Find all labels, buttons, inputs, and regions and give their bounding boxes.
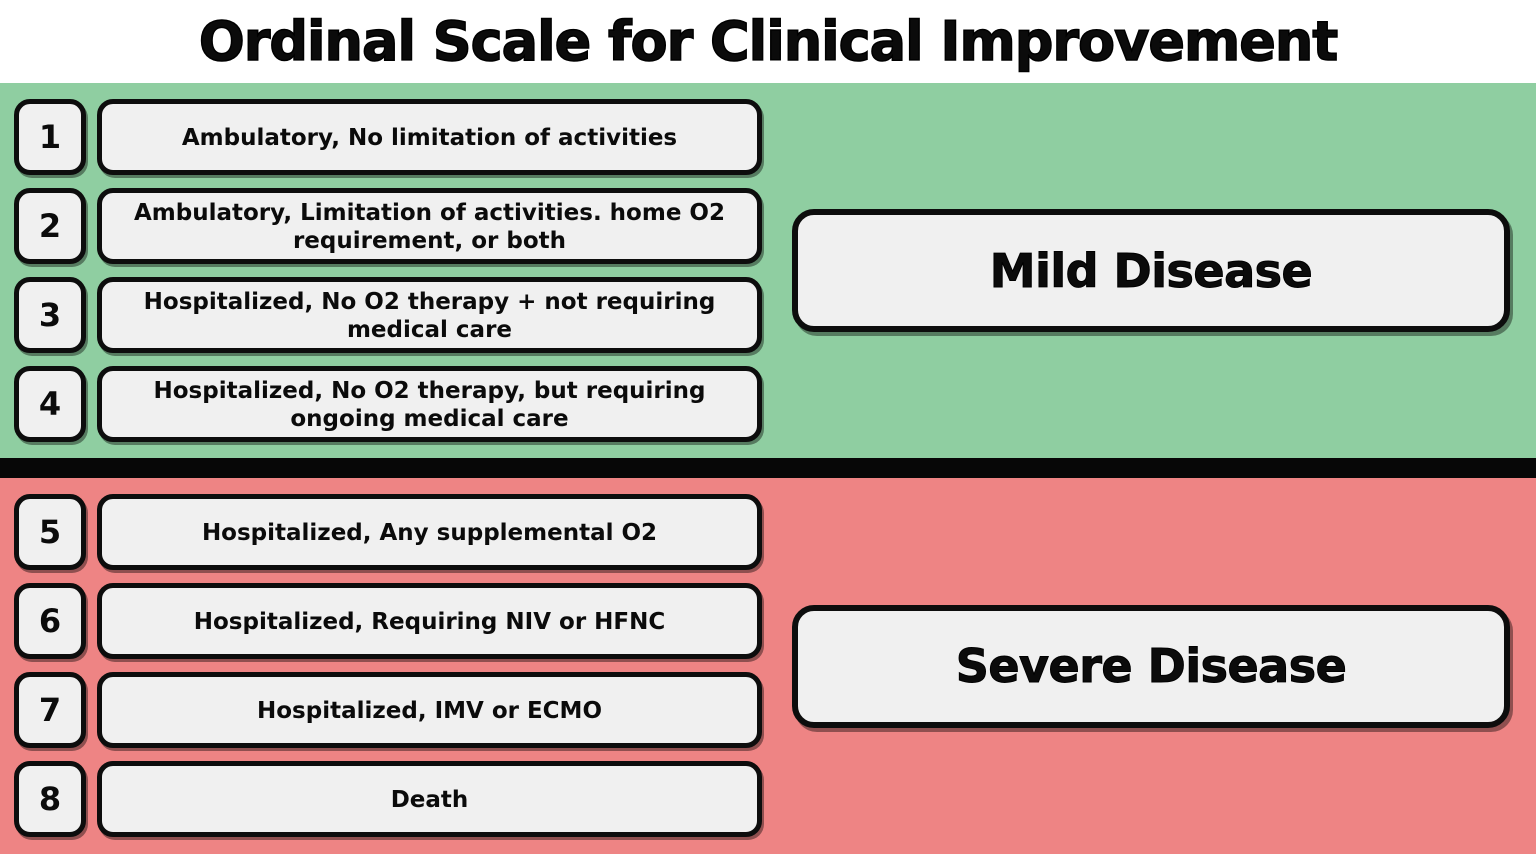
scale-number-2: 2 <box>14 188 86 264</box>
scale-description-7: Hospitalized, IMV or ECMO <box>97 672 762 748</box>
page-title: Ordinal Scale for Clinical Improvement <box>198 9 1339 74</box>
scale-description-4: Hospitalized, No O2 therapy, but requiri… <box>97 366 762 442</box>
section-divider <box>0 458 1536 478</box>
severe-disease-section: 5 Hospitalized, Any supplemental O2 6 Ho… <box>0 478 1536 854</box>
scale-description-8: Death <box>97 761 762 837</box>
mild-rows: 1 Ambulatory, No limitation of activitie… <box>0 83 762 458</box>
severe-rows: 5 Hospitalized, Any supplemental O2 6 Ho… <box>0 478 762 854</box>
scale-description-6: Hospitalized, Requiring NIV or HFNC <box>97 583 762 659</box>
scale-description-5: Hospitalized, Any supplemental O2 <box>97 494 762 570</box>
scale-row-6: 6 Hospitalized, Requiring NIV or HFNC <box>14 583 762 659</box>
scale-row-5: 5 Hospitalized, Any supplemental O2 <box>14 494 762 570</box>
scale-number-1: 1 <box>14 99 86 175</box>
scale-description-1: Ambulatory, No limitation of activities <box>97 99 762 175</box>
scale-number-7: 7 <box>14 672 86 748</box>
mild-label-area: Mild Disease <box>762 83 1536 458</box>
severe-label-area: Severe Disease <box>762 478 1536 854</box>
mild-disease-section: 1 Ambulatory, No limitation of activitie… <box>0 83 1536 458</box>
scale-number-3: 3 <box>14 277 86 353</box>
scale-row-2: 2 Ambulatory, Limitation of activities. … <box>14 188 762 264</box>
scale-row-1: 1 Ambulatory, No limitation of activitie… <box>14 99 762 175</box>
scale-description-2: Ambulatory, Limitation of activities. ho… <box>97 188 762 264</box>
scale-row-3: 3 Hospitalized, No O2 therapy + not requ… <box>14 277 762 353</box>
scale-number-5: 5 <box>14 494 86 570</box>
mild-disease-label: Mild Disease <box>792 209 1510 332</box>
severe-disease-label: Severe Disease <box>792 604 1510 728</box>
scale-row-7: 7 Hospitalized, IMV or ECMO <box>14 672 762 748</box>
scale-row-4: 4 Hospitalized, No O2 therapy, but requi… <box>14 366 762 442</box>
scale-description-3: Hospitalized, No O2 therapy + not requir… <box>97 277 762 353</box>
scale-number-4: 4 <box>14 366 86 442</box>
title-bar: Ordinal Scale for Clinical Improvement <box>0 0 1536 83</box>
scale-number-8: 8 <box>14 761 86 837</box>
scale-row-8: 8 Death <box>14 761 762 837</box>
scale-number-6: 6 <box>14 583 86 659</box>
